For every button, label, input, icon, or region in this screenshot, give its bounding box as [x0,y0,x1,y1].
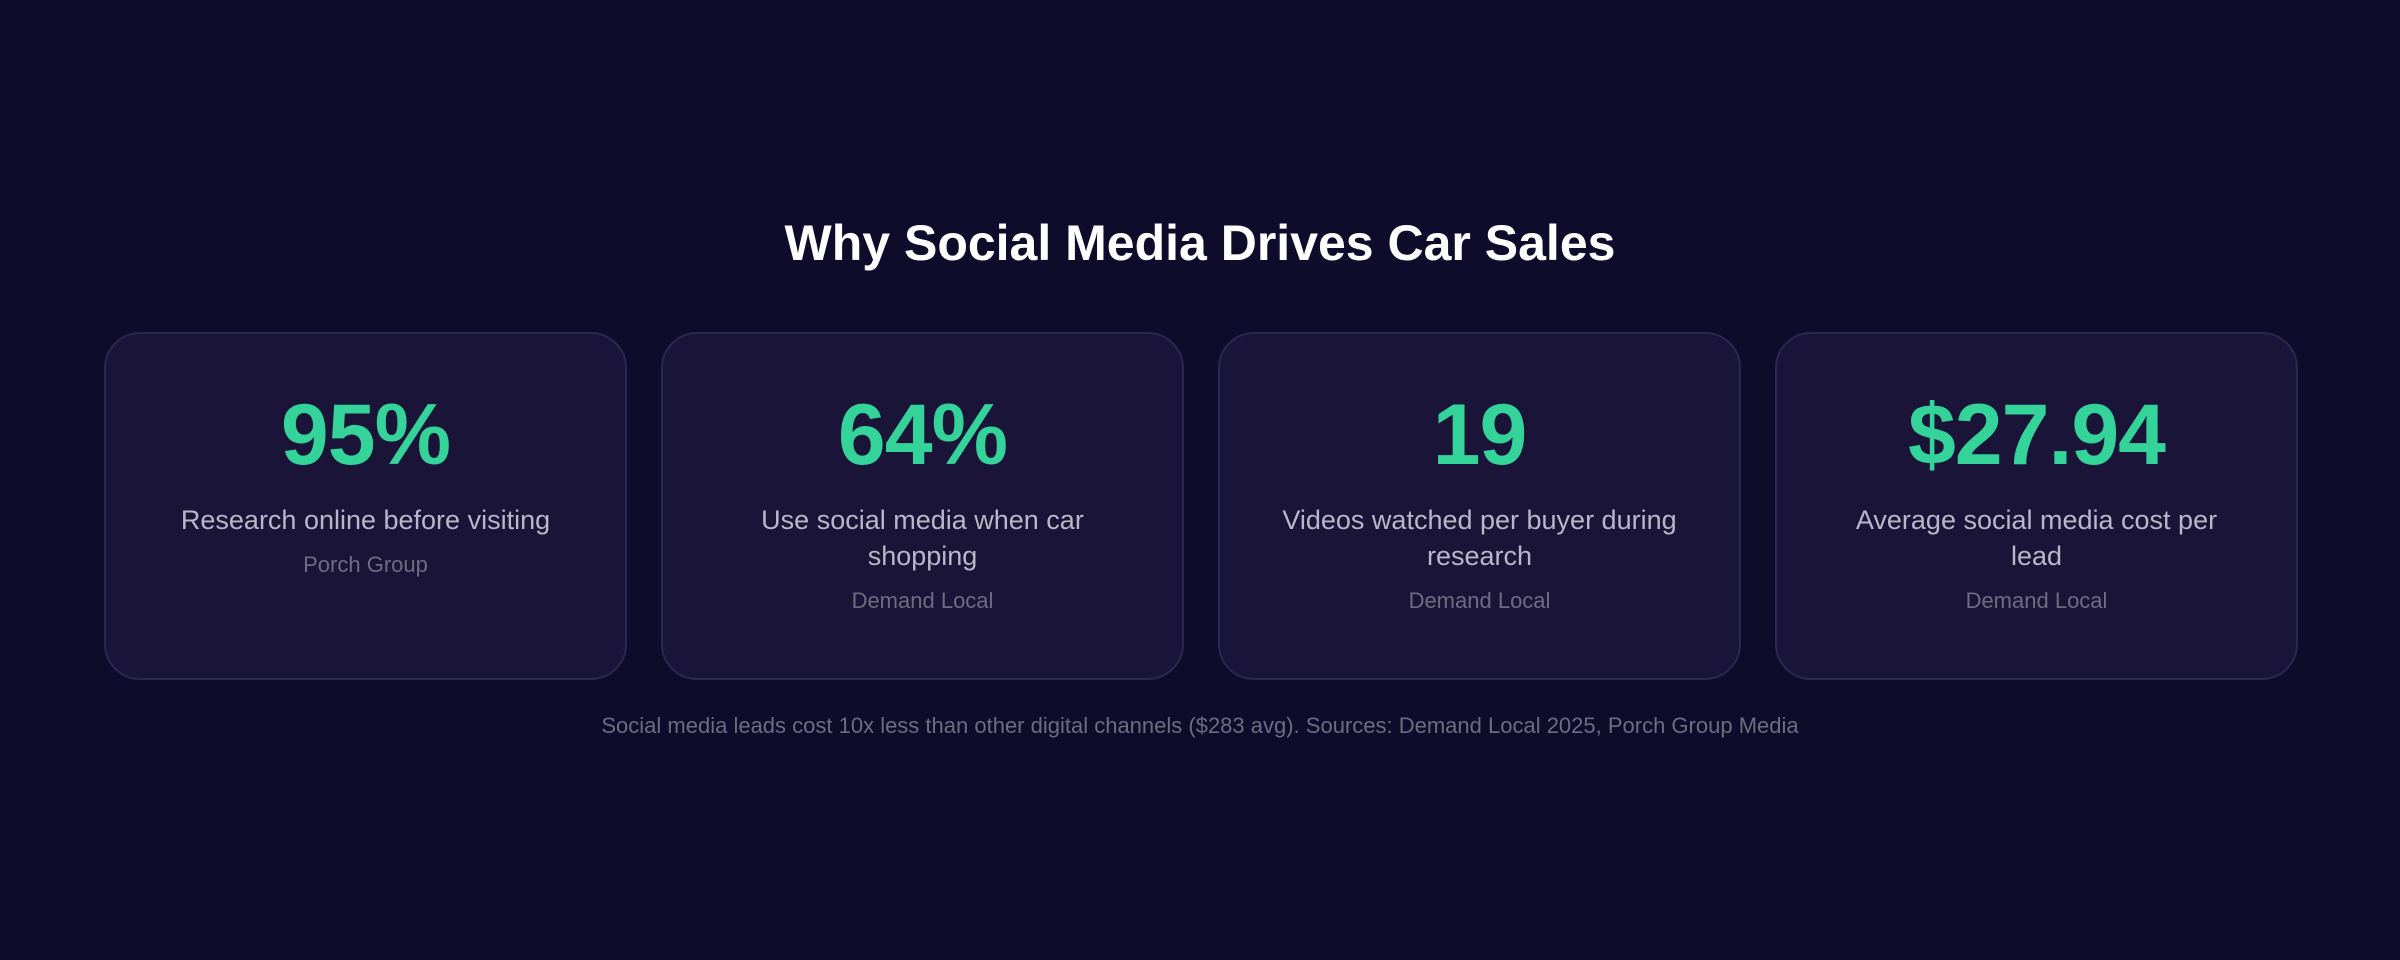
stat-label: Average social media cost per lead [1855,505,2218,571]
stat-value: 95% [280,387,451,483]
stat-value: $27.94 [1907,387,2166,483]
stat-card: $27.94 Average social media cost per lea… [1775,332,2298,680]
stat-label: Use social media when car shopping [761,505,1084,571]
card-row: 95% Research online before visiting Porc… [104,332,2298,680]
stat-source: Porch Group [303,552,428,577]
stat-card: 95% Research online before visiting Porc… [104,332,627,680]
stat-card: 64% Use social media when car shopping D… [661,332,1184,680]
stat-source: Demand Local [1965,588,2108,613]
stat-label: Research online before visiting [180,505,551,535]
footnote: Social media leads cost 10x less than ot… [601,713,1799,738]
stat-value: 19 [1432,387,1528,483]
title: Why Social Media Drives Car Sales [784,215,1616,271]
stat-source: Demand Local [1408,588,1551,613]
stat-source: Demand Local [851,588,994,613]
stat-label: Videos watched per buyer during research [1282,505,1677,571]
stat-value: 64% [837,387,1008,483]
stat-card: 19 Videos watched per buyer during resea… [1218,332,1741,680]
